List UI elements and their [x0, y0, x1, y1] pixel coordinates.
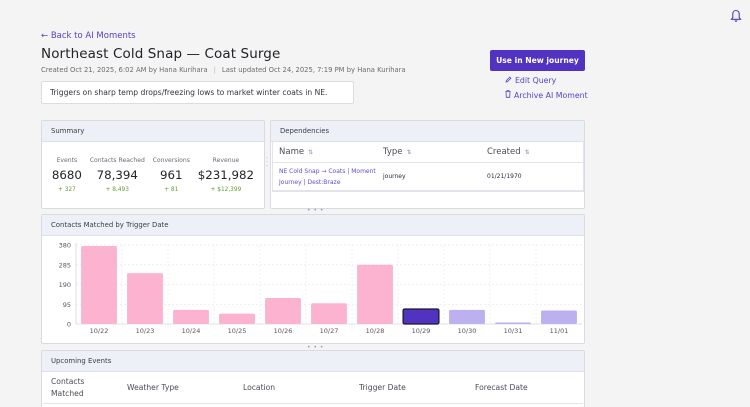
- trash-icon: [505, 90, 511, 100]
- edit-query-label: Edit Query: [515, 76, 557, 85]
- y-tick-label: 95: [63, 301, 71, 309]
- dependencies-header-row: Name ⇅ Type ⇅ Created ⇅: [273, 142, 583, 163]
- stat-delta: + $12,399: [210, 187, 242, 193]
- sort-icon[interactable]: ⇅: [308, 149, 314, 156]
- bar-10-25: [219, 313, 255, 324]
- stat-value: 961: [160, 168, 183, 182]
- stat-label: Contacts Reached: [89, 157, 145, 164]
- bar-10-29: [402, 308, 440, 325]
- stat-conversions: Conversions 961 + 81: [153, 157, 190, 193]
- dependencies-panel: Dependencies Name ⇅ Type ⇅ Created ⇅ NE Col…: [270, 120, 585, 209]
- x-tick-label: 10/31: [504, 327, 523, 335]
- bar-10-28: [357, 264, 393, 324]
- dependencies-title: Dependencies: [271, 121, 584, 142]
- summary-title: Summary: [42, 121, 264, 142]
- archive-ai-moment-label: Archive AI Moment: [514, 90, 588, 100]
- page-title: Northeast Cold Snap — Coat Surge: [41, 46, 281, 62]
- x-tick-label: 11/01: [550, 327, 569, 335]
- column-header-created[interactable]: Created ⇅: [481, 147, 583, 157]
- chart-title: Contacts Matched by Trigger Date: [42, 215, 584, 236]
- column-label: Type: [383, 147, 403, 157]
- vertical-resize-handle[interactable]: · · ·: [266, 155, 268, 170]
- pencil-icon: [505, 76, 512, 85]
- dependency-name-line: NE Cold Snap → Coats | Moment: [279, 167, 376, 175]
- bar-10-30: [449, 309, 485, 324]
- stat-label: Events: [56, 157, 78, 164]
- stat-delta: + 327: [58, 187, 76, 193]
- bar-10-24: [173, 309, 209, 324]
- sort-icon[interactable]: ⇅: [406, 149, 412, 156]
- x-tick-label: 10/26: [274, 327, 293, 335]
- bar-11-01: [541, 310, 577, 324]
- stat-value: $231,982: [197, 168, 255, 182]
- dependency-name-line: Journey | Dest:Braze: [279, 178, 341, 186]
- meta-separator: |: [213, 66, 216, 74]
- y-tick-label: 380: [59, 242, 71, 250]
- x-tick-label: 10/23: [136, 327, 155, 335]
- column-label: Matched: [51, 388, 84, 398]
- stat-value: 8680: [51, 168, 82, 182]
- summary-panel: Summary Events 8680 + 327 Contacts Reach…: [41, 120, 265, 209]
- updated-info: Last updated Oct 24, 2025, 7:19 PM by Ha…: [221, 66, 406, 74]
- column-label: Name: [279, 147, 305, 157]
- upcoming-events-panel: Upcoming Events Contacts Matched Weather…: [41, 350, 585, 407]
- x-tick-label: 10/29: [412, 327, 431, 335]
- stat-label: Revenue: [212, 157, 240, 164]
- column-label: Contacts: [51, 376, 85, 386]
- horizontal-resize-handle[interactable]: • • •: [307, 344, 324, 351]
- description-box: Triggers on sharp temp drops/freezing lo…: [41, 81, 354, 104]
- upcoming-events-header-row: Contacts Matched Weather Type Location T…: [43, 372, 583, 404]
- column-header-type[interactable]: Type ⇅: [377, 147, 481, 157]
- column-header-name[interactable]: Name ⇅: [273, 147, 377, 157]
- column-header-forecast-date[interactable]: Forecast Date: [475, 382, 528, 392]
- column-header-contacts-matched[interactable]: Contacts Matched: [43, 376, 119, 400]
- stat-events: Events 8680 + 327: [52, 157, 82, 193]
- x-tick-label: 10/30: [458, 327, 477, 335]
- stat-delta: + 8,493: [105, 187, 129, 193]
- y-tick-label: 285: [59, 261, 71, 269]
- stat-delta: + 81: [164, 187, 179, 193]
- stat-value: 78,394: [96, 168, 138, 182]
- dependency-name-link[interactable]: NE Cold Snap → Coats | Moment Journey | …: [273, 166, 377, 188]
- column-header-location[interactable]: Location: [243, 382, 276, 392]
- column-label: Created: [487, 147, 521, 157]
- column-header-weather-type[interactable]: Weather Type: [127, 382, 179, 392]
- dependency-type: journey: [383, 173, 406, 180]
- bar-10-23: [127, 273, 163, 324]
- archive-ai-moment-link[interactable]: Archive AI Moment: [505, 90, 588, 100]
- bell-icon[interactable]: [730, 8, 742, 22]
- summary-stats: Events 8680 + 327 Contacts Reached 78,39…: [42, 142, 264, 193]
- page-meta: Created Oct 21, 2025, 6:02 AM by Hana Ku…: [41, 66, 406, 74]
- y-tick-label: 0: [67, 321, 71, 329]
- dependency-created: 01/21/1970: [487, 173, 522, 180]
- table-row: NE Cold Snap → Coats | Moment Journey | …: [273, 163, 583, 191]
- stat-contacts-reached: Contacts Reached 78,394 + 8,493: [90, 157, 145, 193]
- stat-label: Conversions: [152, 157, 190, 164]
- x-tick-label: 10/24: [182, 327, 201, 335]
- bar-10-31: [495, 322, 531, 324]
- bar-10-26: [265, 298, 301, 324]
- bar-10-22: [81, 246, 117, 324]
- use-in-new-journey-button[interactable]: Use in New journey: [490, 50, 585, 71]
- x-tick-label: 10/28: [366, 327, 385, 335]
- y-tick-label: 190: [59, 281, 71, 289]
- chart-panel: Contacts Matched by Trigger Date 0 95 190 2…: [41, 214, 585, 344]
- created-info: Created Oct 21, 2025, 6:02 AM by Hana Ku…: [41, 66, 208, 74]
- edit-query-link[interactable]: Edit Query: [505, 76, 556, 85]
- back-to-ai-moments-link[interactable]: ← Back to AI Moments: [41, 31, 136, 41]
- contacts-bar-chart: 0 95 190 285 380 10/22 10/23 10/24 10/25 10/26 10/…: [59, 242, 582, 335]
- column-header-trigger-date[interactable]: Trigger Date: [359, 382, 406, 392]
- bar-10-27: [311, 303, 347, 324]
- upcoming-events-title: Upcoming Events: [42, 351, 584, 372]
- sort-icon[interactable]: ⇅: [524, 149, 530, 156]
- dependencies-table: Name ⇅ Type ⇅ Created ⇅ NE Cold Snap → Coat…: [272, 142, 584, 192]
- x-tick-label: 10/25: [228, 327, 247, 335]
- x-tick-label: 10/27: [320, 327, 339, 335]
- horizontal-resize-handle[interactable]: • • •: [307, 207, 324, 214]
- x-tick-label: 10/22: [90, 327, 109, 335]
- stat-revenue: Revenue $231,982 + $12,399: [198, 157, 254, 193]
